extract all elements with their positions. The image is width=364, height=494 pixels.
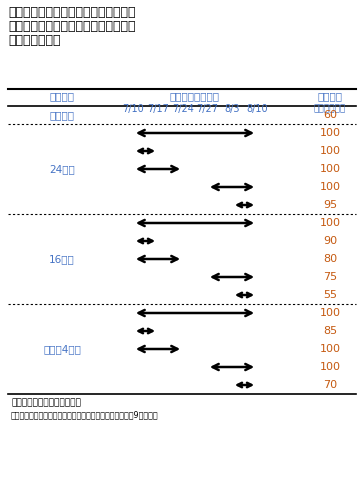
Text: 100: 100 xyxy=(320,218,340,228)
Text: 100: 100 xyxy=(320,128,340,138)
Text: 100: 100 xyxy=(320,308,340,318)
Text: 100: 100 xyxy=(320,182,340,192)
Text: 100: 100 xyxy=(320,164,340,174)
Text: 8/3: 8/3 xyxy=(224,104,240,114)
Text: 処理時期と期間＊: 処理時期と期間＊ xyxy=(170,91,220,101)
Text: 55: 55 xyxy=(323,290,337,300)
Text: 90: 90 xyxy=(323,236,337,246)
Text: 7/17: 7/17 xyxy=(147,104,169,114)
Text: 100: 100 xyxy=(320,344,340,354)
Text: 表１　長日処理の明期時間、時期、期: 表１ 長日処理の明期時間、時期、期 xyxy=(8,6,135,19)
Text: 100: 100 xyxy=(320,146,340,156)
Text: 7/27: 7/27 xyxy=(196,104,218,114)
Text: 8/10: 8/10 xyxy=(246,104,268,114)
Text: 自然日長: 自然日長 xyxy=(50,110,75,120)
Text: 16時間: 16時間 xyxy=(49,254,75,264)
Text: 間が「なつあかり」当年苗の出蕾株率: 間が「なつあかり」当年苗の出蕾株率 xyxy=(8,20,135,33)
Text: （％）　＊＊: （％） ＊＊ xyxy=(314,104,346,113)
Text: 85: 85 xyxy=(323,326,337,336)
Text: 24時間: 24時間 xyxy=(49,164,75,174)
Text: 出蕾株率: 出蕾株率 xyxy=(317,91,343,101)
Text: におよぼす影響: におよぼす影響 xyxy=(8,34,60,47)
Text: 80: 80 xyxy=(323,254,337,264)
Text: 60: 60 xyxy=(323,110,337,120)
Text: ＊日付は処理開始・終了日　矢印と矢印の間に処理　＊＊9月末の値: ＊日付は処理開始・終了日 矢印と矢印の間に処理 ＊＊9月末の値 xyxy=(11,410,159,419)
Text: 95: 95 xyxy=(323,200,337,210)
Text: 70: 70 xyxy=(323,380,337,390)
Text: 75: 75 xyxy=(323,272,337,282)
Text: 100: 100 xyxy=(320,362,340,372)
Text: 明期時間: 明期時間 xyxy=(50,91,75,101)
Text: 定植日・処理法は図２と同様: 定植日・処理法は図２と同様 xyxy=(11,398,81,407)
Text: 7/10: 7/10 xyxy=(122,104,144,114)
Text: 7/24: 7/24 xyxy=(172,104,194,114)
Text: 光中断4時間: 光中断4時間 xyxy=(43,344,81,354)
